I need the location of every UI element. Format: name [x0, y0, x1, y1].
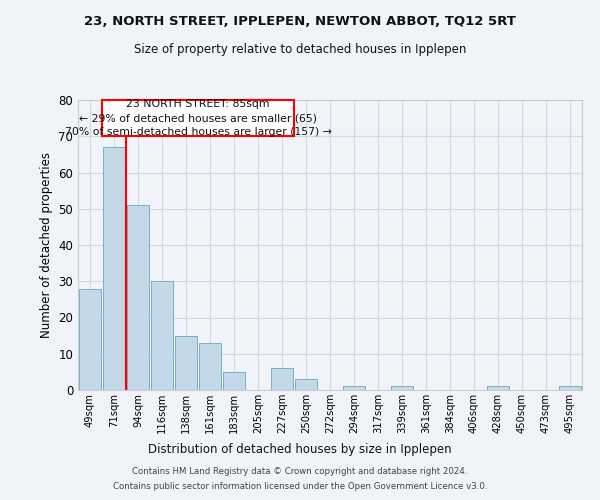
- Bar: [127, 205, 149, 390]
- Bar: [271, 368, 293, 390]
- Bar: [199, 343, 221, 390]
- Bar: [487, 386, 509, 390]
- Bar: [295, 379, 317, 390]
- Text: Distribution of detached houses by size in Ipplepen: Distribution of detached houses by size …: [148, 442, 452, 456]
- Bar: [151, 281, 173, 390]
- Bar: [343, 386, 365, 390]
- Bar: [79, 288, 101, 390]
- Text: Size of property relative to detached houses in Ipplepen: Size of property relative to detached ho…: [134, 42, 466, 56]
- Bar: [102, 100, 294, 136]
- Bar: [559, 386, 581, 390]
- Text: 23, NORTH STREET, IPPLEPEN, NEWTON ABBOT, TQ12 5RT: 23, NORTH STREET, IPPLEPEN, NEWTON ABBOT…: [84, 15, 516, 28]
- Text: 23 NORTH STREET: 85sqm
← 29% of detached houses are smaller (65)
70% of semi-det: 23 NORTH STREET: 85sqm ← 29% of detached…: [65, 99, 331, 137]
- Text: Contains public sector information licensed under the Open Government Licence v3: Contains public sector information licen…: [113, 482, 487, 491]
- Y-axis label: Number of detached properties: Number of detached properties: [40, 152, 53, 338]
- Bar: [103, 147, 125, 390]
- Text: Contains HM Land Registry data © Crown copyright and database right 2024.: Contains HM Land Registry data © Crown c…: [132, 467, 468, 476]
- Bar: [223, 372, 245, 390]
- Bar: [391, 386, 413, 390]
- Bar: [175, 336, 197, 390]
